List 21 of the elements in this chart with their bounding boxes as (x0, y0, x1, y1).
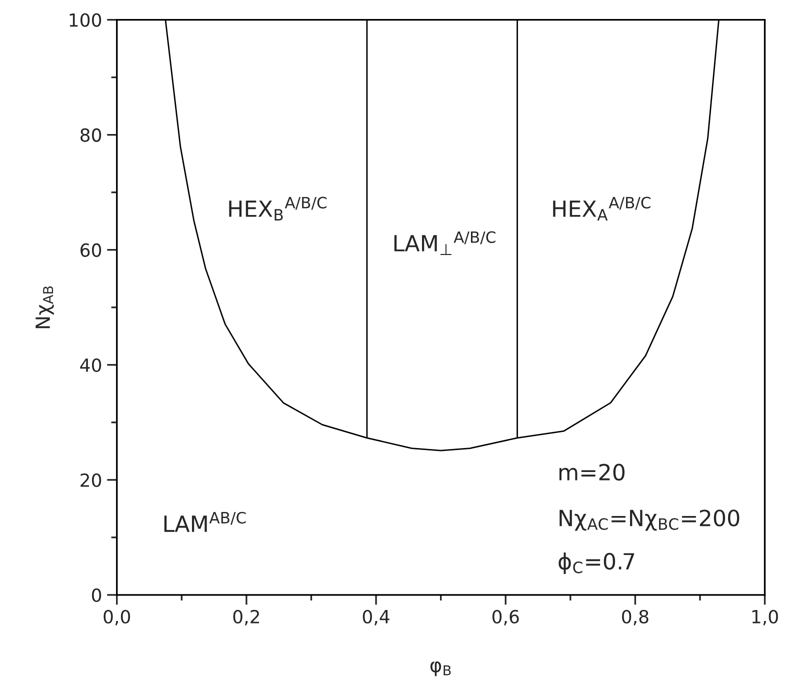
annotation: Nχ$_{AC}$=Nχ$_{BC}$=200 (560, 510, 740, 531)
x-tick-label: 0,4 (362, 610, 390, 626)
annotation: HEX$_{A}$$^{A/B/C}$ (553, 196, 650, 220)
annotation: HEX$_{B}$$^{A/B/C}$ (229, 196, 327, 220)
y-tick-label: 0 (92, 588, 102, 602)
annotation: LAM$^{AB/C}$ (164, 512, 246, 532)
x-axis-title: φ$_{B}$ (430, 661, 451, 676)
y-tick-label: 100 (70, 13, 102, 27)
y-tick-label: 40 (80, 358, 102, 372)
x-tick-label: 0,2 (233, 610, 259, 626)
annotation: m=20 (559, 464, 625, 481)
y-tick-label: 60 (80, 243, 102, 257)
x-tick-label: 0,0 (104, 610, 130, 626)
y-tick-label: 80 (80, 128, 102, 142)
x-tick-label: 0,8 (622, 610, 648, 626)
x-tick-label: 1,0 (752, 610, 778, 626)
x-tick-label: 0,6 (492, 610, 519, 626)
annotation: ϕ$_{C}$=0.7 (558, 552, 634, 574)
y-tick-label: 20 (80, 473, 102, 488)
y-axis-title: Nχ$_{AB}$ (36, 286, 54, 328)
annotation: LAM$_{⊥}$$^{A/B/C}$ (394, 231, 496, 255)
